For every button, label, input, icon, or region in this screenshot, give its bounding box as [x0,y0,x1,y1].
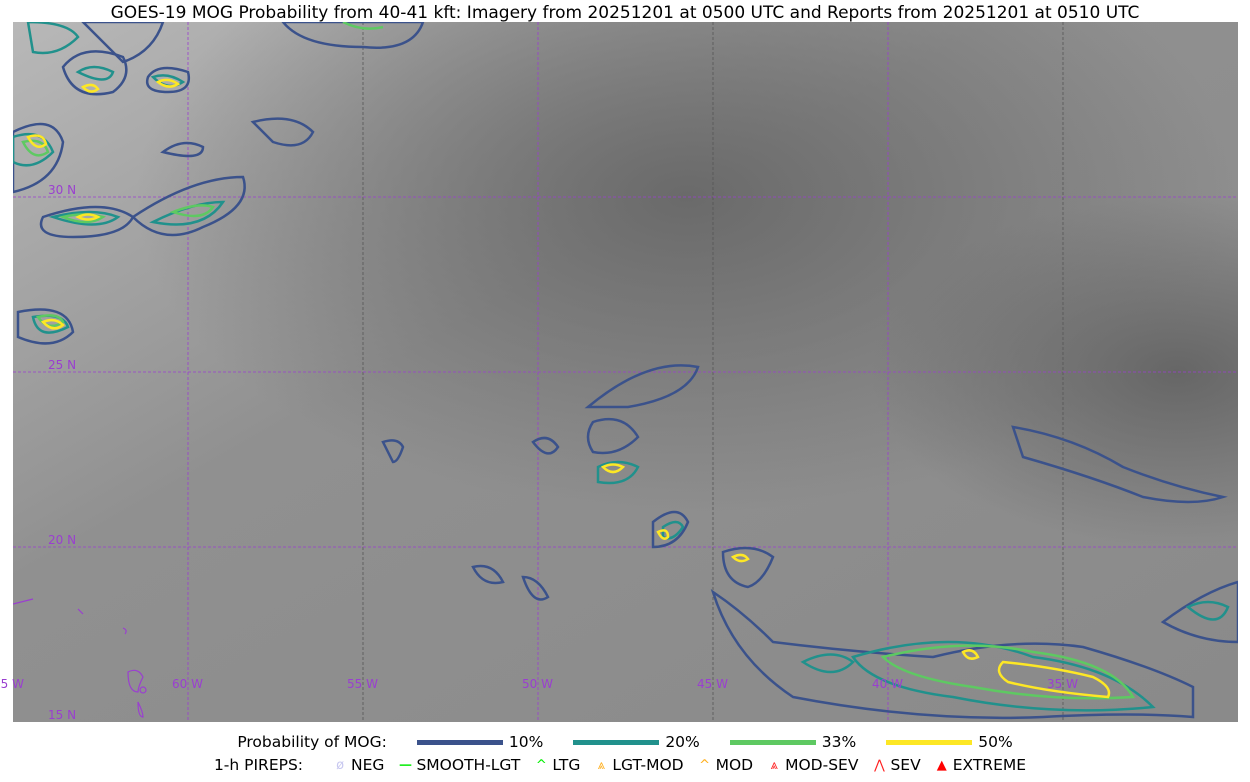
smooth-lgt-icon: — [398,757,412,773]
lon-label-55w: 55 W [347,677,378,691]
extreme-icon: ▲ [936,757,947,773]
lon-label-50w: 50 W [522,677,553,691]
legend-label-10pct: 10% [508,733,544,751]
lon-label-45w: 45 W [697,677,728,691]
contour-50pct [26,78,1111,699]
map-svg [11,20,1240,722]
lat-label-15n: 15 N [48,708,77,722]
swatch-33pct [729,739,816,745]
lon-label-60w: 60 W [172,677,203,691]
lon-label-65w: 65 W [0,677,24,691]
coastlines [12,598,147,718]
lon-label-35w: 35 W [1047,677,1078,691]
pirep-label-mod-sev: MOD-SEV [785,756,859,774]
sev-icon: ⋀ [874,757,885,773]
pirep-label-smooth-lgt: SMOOTH-LGT [416,756,521,774]
probability-legend: Probability of MOG: 10% 20% 33% 50% [0,733,1250,751]
pirep-label-ltg: LTG [552,756,581,774]
mod-sev-icon: ⩓ [770,757,778,773]
graticule [13,22,1238,722]
swatch-20pct [573,739,660,745]
pirep-label-neg: NEG [351,756,385,774]
pireps-legend-title: 1-h PIREPS: [213,756,304,774]
mog-contours [11,20,1240,720]
pirep-label-mod: MOD [715,756,754,774]
legend-label-33pct: 33% [821,733,857,751]
pireps-legend: 1-h PIREPS: ø NEG — SMOOTH-LGT ^ LTG ⩓ LGT-M… [0,756,1250,774]
neg-icon: ø [336,757,345,773]
pirep-label-sev: SEV [890,756,921,774]
lat-label-25n: 25 N [48,358,77,372]
lgt-mod-icon: ⩓ [597,757,606,773]
contour-33pct [21,20,1136,700]
swatch-10pct [416,739,503,745]
swatch-50pct [886,739,973,745]
chart-title: GOES-19 MOG Probability from 40-41 kft: … [110,3,1140,23]
pirep-label-extreme: EXTREME [952,756,1027,774]
legend-label-50pct: 50% [978,733,1013,751]
mod-icon: ^ [699,757,711,773]
lat-label-20n: 20 N [48,533,77,547]
satellite-map: 30 N 25 N 20 N 15 N 65 W 60 W 55 W 50 W … [0,20,1240,722]
pirep-label-lgt-mod: LGT-MOD [612,756,684,774]
probability-legend-title: Probability of MOG: [237,733,387,751]
lon-label-40w: 40 W [872,677,903,691]
lat-label-30n: 30 N [48,183,77,197]
legend-label-20pct: 20% [665,733,700,751]
ltg-icon: ^ [535,757,547,773]
contour-10pct [11,20,1240,720]
